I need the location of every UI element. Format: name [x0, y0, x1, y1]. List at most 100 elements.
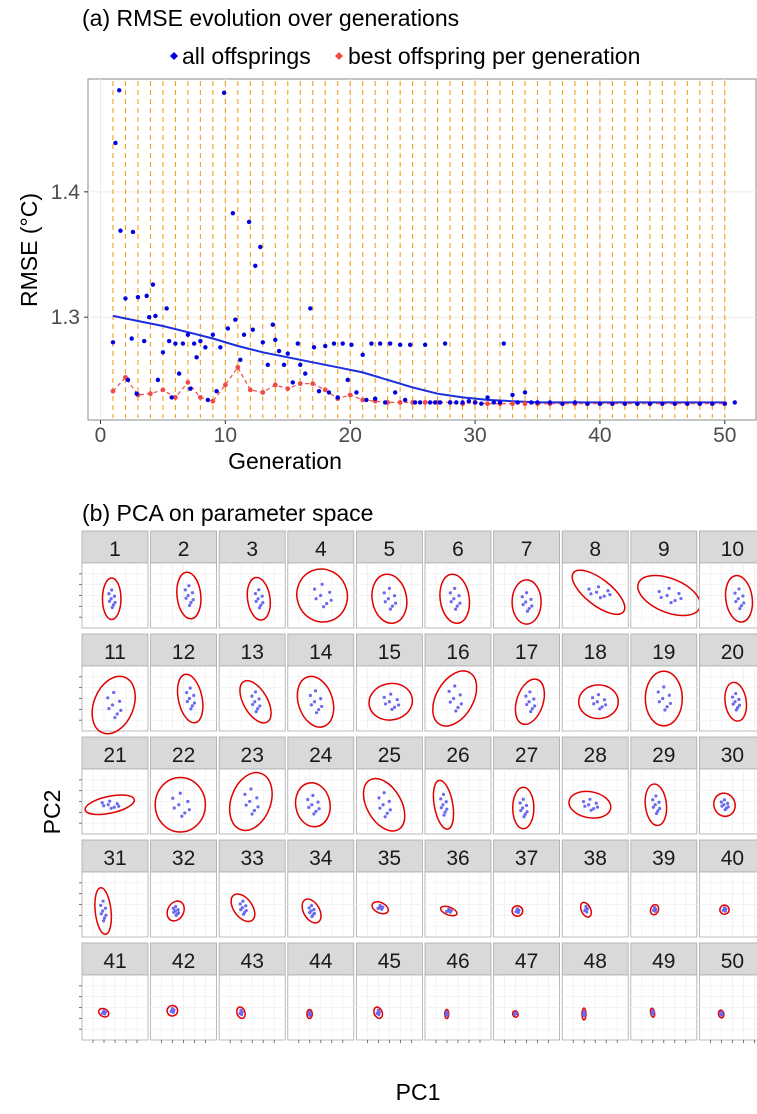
facet-strip [81, 633, 149, 667]
facet-12: 12 [150, 633, 218, 732]
x-tick-label: 50 [713, 424, 736, 447]
facet-50: 50 [699, 942, 757, 1043]
facet-strip [424, 942, 492, 976]
facet-label: 50 [721, 950, 744, 973]
plot-a-ticks: 0 10 20 30 40 50 1.3 1.4 [51, 181, 737, 447]
pca-point [598, 596, 603, 600]
data-point [392, 390, 398, 395]
data-point [547, 400, 553, 405]
pca-point [657, 800, 661, 804]
data-point [246, 219, 252, 225]
pca-point [451, 696, 456, 701]
facet-label: 11 [104, 641, 126, 664]
pca-point [654, 811, 659, 816]
pca-point [522, 815, 526, 819]
data-point [349, 342, 354, 347]
facet-14: 14 [287, 633, 355, 732]
facet-2: 2 [150, 530, 218, 629]
pca-point [255, 796, 259, 800]
pca-point [733, 700, 737, 704]
facet-label: 5 [384, 538, 396, 561]
data-point [258, 244, 263, 250]
pca-point [592, 807, 596, 811]
facet-strip [355, 530, 423, 564]
pca-point [458, 601, 462, 605]
pca-point [102, 916, 107, 920]
pca-point [252, 808, 257, 813]
best-point [485, 401, 490, 407]
x-tick-label: 20 [339, 424, 362, 447]
facet-44: 44 [287, 942, 355, 1043]
pca-point [396, 703, 401, 707]
data-point [129, 336, 134, 341]
data-point [732, 400, 737, 405]
pca-point [183, 811, 187, 815]
pca-point [588, 797, 592, 801]
facet-strip [287, 736, 355, 770]
facet-label: 24 [309, 744, 333, 767]
pca-point [180, 814, 184, 818]
facet-strip [355, 736, 423, 770]
data-point [412, 400, 418, 405]
pca-point [608, 592, 612, 597]
best-point [160, 387, 166, 393]
facet-20: 20 [699, 633, 757, 732]
data-point [118, 228, 123, 233]
pca-point [719, 800, 723, 804]
best-point [272, 382, 278, 388]
pca-point [720, 1013, 724, 1017]
data-point [253, 263, 258, 268]
pca-point [115, 802, 119, 806]
pca-point [112, 805, 116, 809]
pca-point [395, 697, 399, 702]
y-axis-label-b: PC2 [39, 790, 65, 835]
pca-point [389, 692, 393, 696]
facet-strip [561, 530, 629, 564]
pca-point [328, 590, 332, 594]
pca-point [529, 709, 533, 714]
data-point [372, 396, 378, 401]
pca-point [455, 604, 459, 608]
pca-point [101, 909, 105, 913]
facet-16: 16 [424, 633, 492, 732]
facet-15: 15 [355, 633, 423, 732]
pca-point [99, 903, 103, 907]
facet-label: 2 [178, 538, 190, 561]
pca-point [530, 707, 534, 711]
pca-point [456, 705, 460, 710]
data-point [166, 338, 172, 344]
facet-8: 8 [561, 530, 629, 629]
pca-point [170, 1009, 174, 1013]
pca-point [439, 806, 443, 810]
series-all [110, 88, 737, 406]
data-point [188, 386, 193, 391]
facet-strip [630, 839, 698, 873]
best-point [185, 379, 191, 385]
pca-point [447, 689, 451, 693]
data-point [260, 340, 266, 345]
pca-point [322, 605, 326, 609]
confidence-ellipse [511, 1010, 519, 1018]
pca-point [737, 703, 742, 707]
pca-point [525, 609, 530, 613]
data-point [432, 400, 438, 405]
facet-48: 48 [561, 942, 629, 1043]
facet-strip [699, 942, 757, 976]
pca-point [736, 597, 740, 601]
pca-point [320, 704, 324, 709]
confidence-ellipse [371, 901, 389, 915]
data-point [150, 282, 156, 287]
pca-point [596, 585, 601, 589]
facet-30: 30 [699, 736, 757, 835]
facet-label: 46 [446, 950, 469, 973]
data-point [354, 390, 359, 395]
pca-point [453, 586, 457, 590]
facet-strip [493, 736, 561, 770]
data-point [311, 345, 317, 350]
data-point [191, 341, 197, 346]
pca-point [665, 593, 669, 598]
pca-point [254, 599, 258, 603]
pca-point [658, 806, 662, 811]
confidence-ellipse [724, 681, 748, 722]
